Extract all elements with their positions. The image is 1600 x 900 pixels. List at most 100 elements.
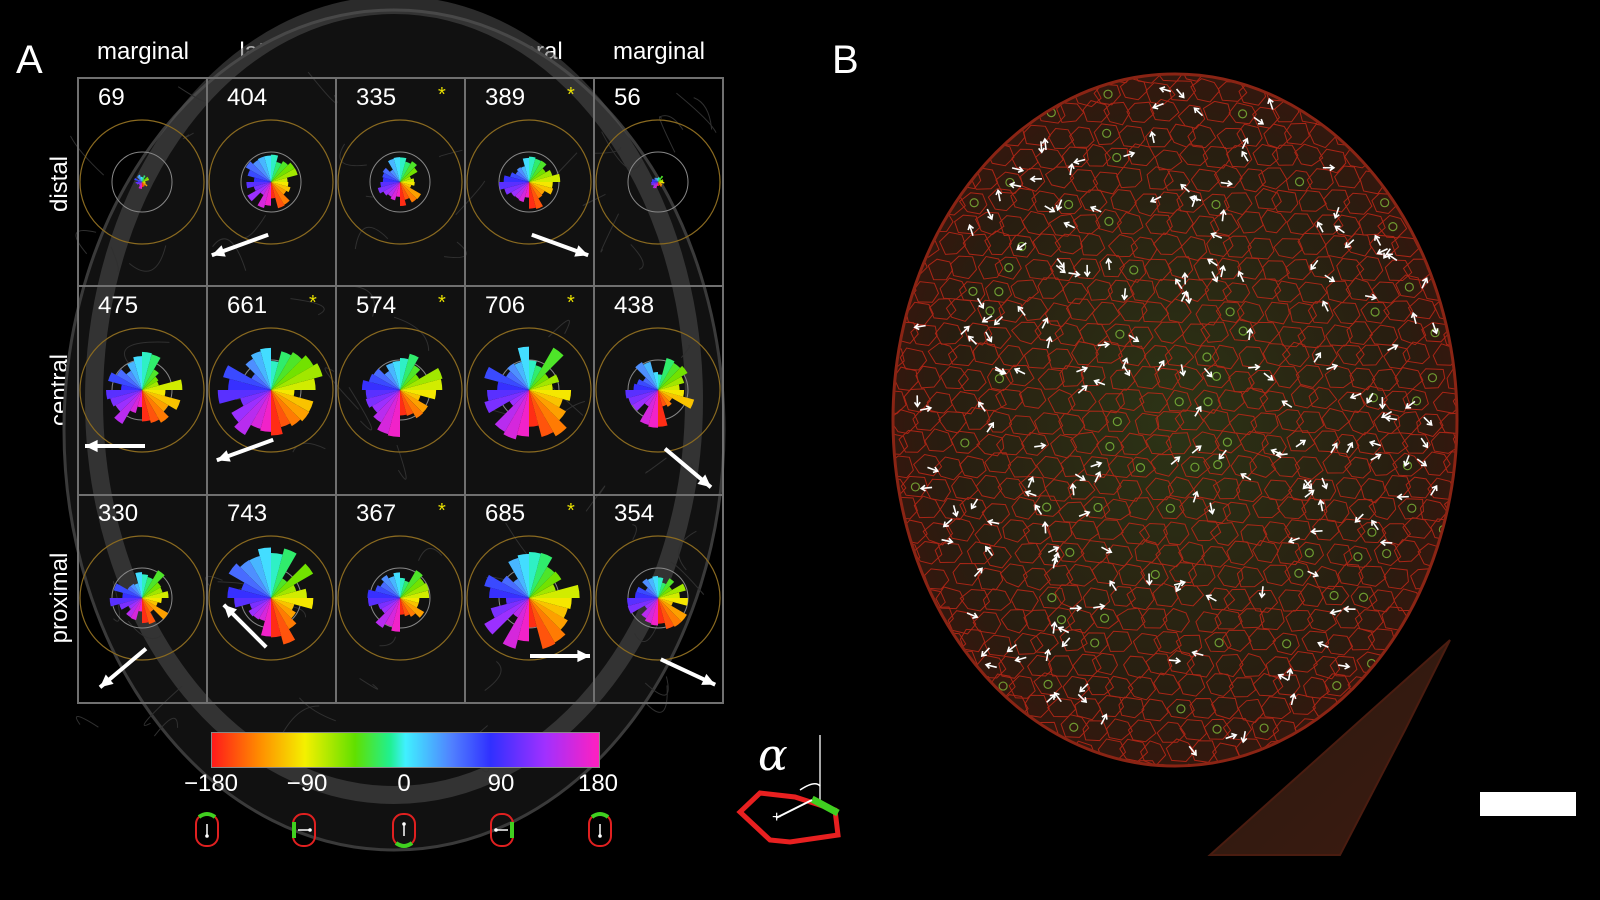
rose-petal <box>658 390 672 407</box>
cell-polarity-arrow <box>1396 493 1409 501</box>
cell-polarity-arrow <box>1016 242 1027 251</box>
rose-petal <box>109 598 142 607</box>
rose-petal <box>367 598 400 607</box>
rose-petal <box>271 390 314 412</box>
cell-polarity-arrow <box>1302 479 1312 490</box>
cell-polarity-arrow <box>1366 392 1374 404</box>
cell-polarity-arrow <box>1277 673 1289 682</box>
rose-petal <box>658 577 664 598</box>
rose-petal <box>529 374 560 390</box>
cell-polarity-arrow <box>1121 288 1129 301</box>
mean-direction-arrow <box>659 657 717 687</box>
cell-polarity-arrow <box>976 297 985 309</box>
cell-polarity-arrow <box>966 612 979 619</box>
rose-petal <box>658 598 682 627</box>
rose-petal <box>529 571 562 598</box>
rose-petal <box>400 379 443 390</box>
cell-polarity-arrow <box>1378 397 1386 410</box>
rose-petal <box>400 598 419 608</box>
count-central-marginal-left: 475 <box>98 292 139 319</box>
rose-petal <box>110 390 142 407</box>
cell-polarity-arrow <box>1034 442 1047 450</box>
rose-petal <box>271 584 297 598</box>
rose-petal <box>400 157 407 182</box>
rose-petal <box>516 167 529 182</box>
rose-petal <box>639 390 658 426</box>
cell-polarity-arrow <box>1410 311 1418 325</box>
rose-plot <box>208 535 334 661</box>
cell-polarity-arrow <box>1151 102 1164 110</box>
cell-polarity-icon <box>195 812 219 847</box>
rose-petal <box>529 160 547 182</box>
rose-petal <box>529 365 542 390</box>
rose-petal <box>635 362 658 390</box>
rose-petal <box>249 556 271 598</box>
rose-petal <box>135 182 142 184</box>
rose-petal <box>529 168 546 182</box>
rose-petal <box>658 180 664 182</box>
rose-petal <box>271 182 276 199</box>
significance-star: * <box>309 292 317 314</box>
cell-polarity-arrow <box>1248 363 1261 371</box>
rose-petal <box>142 176 149 182</box>
rose-plot <box>79 119 205 245</box>
cell-polarity-arrow <box>1404 400 1416 409</box>
cell-polarity-arrow <box>1090 460 1103 468</box>
rose-petal <box>494 390 529 432</box>
cell-polarity-icon <box>392 813 416 848</box>
rose-petal <box>382 172 400 182</box>
cell-polarity-arrow <box>1225 732 1238 740</box>
rose-petal <box>142 182 146 184</box>
count-central-medial: 574 <box>356 292 397 319</box>
rose-petal <box>400 390 407 416</box>
cell-polarity-arrow <box>978 401 986 412</box>
cell-polarity-arrow <box>1349 392 1362 400</box>
rose-petal <box>625 390 658 399</box>
rose-petal <box>142 178 145 182</box>
rose-plot <box>208 119 334 245</box>
rose-plot <box>337 535 463 661</box>
rose-petal <box>529 182 554 195</box>
cell-polarity-arrow <box>1313 351 1322 363</box>
mean-direction-arrows <box>85 232 717 689</box>
rose-petal <box>490 598 529 618</box>
rose-petal <box>529 169 553 182</box>
cell-polarity-arrow <box>1050 621 1058 634</box>
rose-petal <box>658 182 660 186</box>
cell-polarity-arrow <box>1220 180 1234 187</box>
rose-petal <box>375 598 400 628</box>
rose-petal <box>658 358 675 390</box>
rose-petal <box>644 598 658 609</box>
cell-polarity-arrow <box>1286 667 1294 681</box>
rose-petal <box>508 557 529 598</box>
rose-petal <box>658 182 660 187</box>
cell-polarity-arrow <box>1343 605 1356 613</box>
rose-petal <box>647 577 658 598</box>
cell-polarity-arrow <box>1175 88 1185 99</box>
rose-petal <box>119 598 142 610</box>
rose-petal <box>135 572 142 598</box>
cell-polarity-arrow <box>1013 367 1026 375</box>
rose-petal <box>142 598 149 624</box>
cell-polarity-arrow <box>1149 130 1156 144</box>
rose-petal <box>518 182 529 203</box>
rose-petal <box>259 598 271 622</box>
cell-polarity-arrow <box>987 518 1000 526</box>
rose-petal <box>115 390 142 412</box>
rose-petal <box>400 182 422 200</box>
rose-petal <box>658 390 668 427</box>
cell-polarity-arrow <box>1069 482 1077 496</box>
cell-polarity-arrow <box>1158 86 1172 93</box>
cell-polarity-arrow <box>1068 270 1081 278</box>
cell-polarity-arrow <box>1055 199 1063 212</box>
cell-polarity-arrow <box>1053 551 1061 565</box>
rose-petal <box>400 353 419 390</box>
rose-petal <box>400 182 412 188</box>
cell-polarity-arrow <box>1330 442 1338 454</box>
rose-petal <box>522 157 529 182</box>
cell-polarity-arrow <box>1241 137 1249 150</box>
rose-petal <box>247 169 271 182</box>
rose-petal <box>128 598 142 610</box>
rose-petal <box>228 378 271 390</box>
panel-b-label: B <box>832 38 859 82</box>
